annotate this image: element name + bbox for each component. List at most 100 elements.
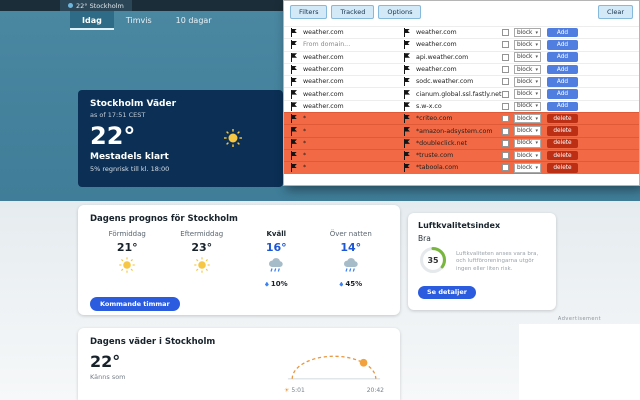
droplet-icon <box>339 281 344 287</box>
from-domain-input[interactable]: From domain... <box>303 41 351 49</box>
rain-cloud-icon <box>267 256 285 277</box>
rule-block-select[interactable]: block ▾ <box>514 64 541 75</box>
weather-nav-tabs: Idag Timvis 10 dagar <box>70 11 224 30</box>
rule-add-button[interactable]: Add <box>547 40 578 50</box>
tab-timvis[interactable]: Timvis <box>125 16 152 25</box>
rule-rows: weather.com weather.com block ▾ Add From … <box>284 26 639 174</box>
tab-10-dagar[interactable]: 10 dagar <box>175 16 212 25</box>
period-temp: 16° <box>265 241 287 254</box>
aqi-rating: Bra <box>418 234 431 243</box>
rule-checkbox[interactable] <box>502 127 509 135</box>
sun-times: ☀ 5:01 20:42 <box>284 387 384 394</box>
rule-block-select[interactable]: block ▾ <box>514 126 541 136</box>
period-temp: 21° <box>116 241 138 254</box>
blocker-extension-popup: Filters Tracked Options Clear weather.co… <box>283 0 640 186</box>
rule-source: weather.com <box>303 66 344 74</box>
rule-checkbox[interactable] <box>502 78 509 86</box>
chevron-down-icon: ▾ <box>535 91 538 98</box>
rule-block-select[interactable]: block ▾ <box>514 163 541 173</box>
chevron-down-icon: ▾ <box>535 140 538 147</box>
tracked-button[interactable]: Tracked <box>331 5 375 19</box>
browser-tab-title: 22° Stockholm <box>76 1 124 10</box>
flag-icon <box>403 89 412 99</box>
rule-block-select[interactable]: block ▾ <box>514 113 541 124</box>
flag-icon <box>290 151 299 161</box>
flag-icon <box>403 163 412 173</box>
sun-icon <box>118 256 136 278</box>
see-details-button[interactable]: Se detaljer <box>418 285 476 299</box>
options-button[interactable]: Options <box>378 5 422 19</box>
rule-delete-button[interactable]: delete <box>547 138 578 149</box>
chevron-down-icon: ▾ <box>535 164 538 171</box>
flag-icon <box>290 101 299 111</box>
tracked-rule-row: * *doubleclick.net block ▾ delete <box>284 136 639 149</box>
chevron-down-icon: ▾ <box>535 128 538 135</box>
rule-add-button[interactable]: Add <box>547 52 578 62</box>
rule-delete-button[interactable]: delete <box>547 163 578 173</box>
rule-checkbox[interactable] <box>502 90 509 98</box>
rule-delete-button[interactable]: delete <box>547 113 578 124</box>
rule-source: weather.com <box>303 29 344 37</box>
rule-checkbox[interactable] <box>502 164 509 172</box>
rule-checkbox[interactable] <box>502 53 509 61</box>
flag-icon <box>403 77 412 87</box>
flag-icon <box>290 163 299 173</box>
sunrise-time: 5:01 <box>291 387 305 394</box>
chevron-down-icon: ▾ <box>535 41 538 48</box>
sun-icon <box>193 256 211 278</box>
rule-delete-button[interactable]: delete <box>547 150 578 161</box>
tab-idag[interactable]: Idag <box>70 11 114 30</box>
aqi-gauge: 35 <box>418 245 448 279</box>
flag-icon <box>290 114 299 124</box>
rain-cloud-icon <box>342 256 360 277</box>
flag-icon <box>290 28 299 38</box>
rule-add-button[interactable]: Add <box>547 89 578 99</box>
rule-row: weather.com weather.com block ▾ Add <box>284 26 639 38</box>
rule-block-select[interactable]: block ▾ <box>514 27 541 38</box>
rule-target: weather.com <box>416 29 457 37</box>
rule-checkbox[interactable] <box>502 115 509 123</box>
rule-add-button[interactable]: Add <box>547 77 578 87</box>
rule-block-select[interactable]: block ▾ <box>514 150 541 161</box>
flag-icon <box>403 151 412 161</box>
coming-hours-button[interactable]: Kommande timmar <box>90 297 180 311</box>
rule-row: weather.com cianum.global.ssl.fastly.net… <box>284 87 639 99</box>
rule-row: weather.com s.w-x.co block ▾ Add <box>284 99 639 112</box>
rule-row: From domain... weather.com block ▾ Add <box>284 38 639 50</box>
rule-checkbox[interactable] <box>502 152 509 160</box>
rule-source: weather.com <box>303 78 344 86</box>
rule-add-button[interactable]: Add <box>547 27 578 38</box>
rule-target: api.weather.com <box>416 53 469 61</box>
clear-sky-icon <box>223 128 243 152</box>
rule-block-select[interactable]: block ▾ <box>514 89 541 99</box>
condition-text: Mestadels klart <box>90 152 169 162</box>
rule-row: weather.com weather.com block ▾ Add <box>284 62 639 75</box>
rule-checkbox[interactable] <box>502 41 509 49</box>
rule-block-select[interactable]: block ▾ <box>514 101 541 112</box>
rule-checkbox[interactable] <box>502 139 509 147</box>
flag-icon <box>403 114 412 124</box>
chevron-down-icon: ▾ <box>535 152 538 159</box>
rule-checkbox[interactable] <box>502 102 509 110</box>
feels-like-block: 22° Känns som <box>90 352 126 394</box>
precip-note: 5% regnrisk till kl. 18:00 <box>90 165 170 173</box>
browser-tab[interactable]: 22° Stockholm <box>60 0 132 11</box>
sunrise-icon: ☀ <box>284 387 290 394</box>
rule-add-button[interactable]: Add <box>547 64 578 75</box>
rule-delete-button[interactable]: delete <box>547 126 578 136</box>
clear-button[interactable]: Clear <box>598 5 633 19</box>
rule-add-button[interactable]: Add <box>547 101 578 112</box>
forecast-periods: Förmiddag 21° Eftermiddag 23° Kväll 16° <box>90 230 388 289</box>
chevron-down-icon: ▾ <box>535 29 538 36</box>
rule-checkbox[interactable] <box>502 66 509 74</box>
rule-block-select[interactable]: block ▾ <box>514 40 541 50</box>
rule-block-select[interactable]: block ▾ <box>514 138 541 149</box>
air-quality-card: Luftkvalitetsindex Bra 35 Luftkvaliteten… <box>408 213 556 310</box>
flag-icon <box>403 65 412 75</box>
flag-icon <box>290 77 299 87</box>
rule-checkbox[interactable] <box>502 29 509 37</box>
rule-block-select[interactable]: block ▾ <box>514 77 541 87</box>
filters-button[interactable]: Filters <box>290 5 328 19</box>
rule-block-select[interactable]: block ▾ <box>514 52 541 62</box>
rule-target: *taboola.com <box>416 164 459 172</box>
